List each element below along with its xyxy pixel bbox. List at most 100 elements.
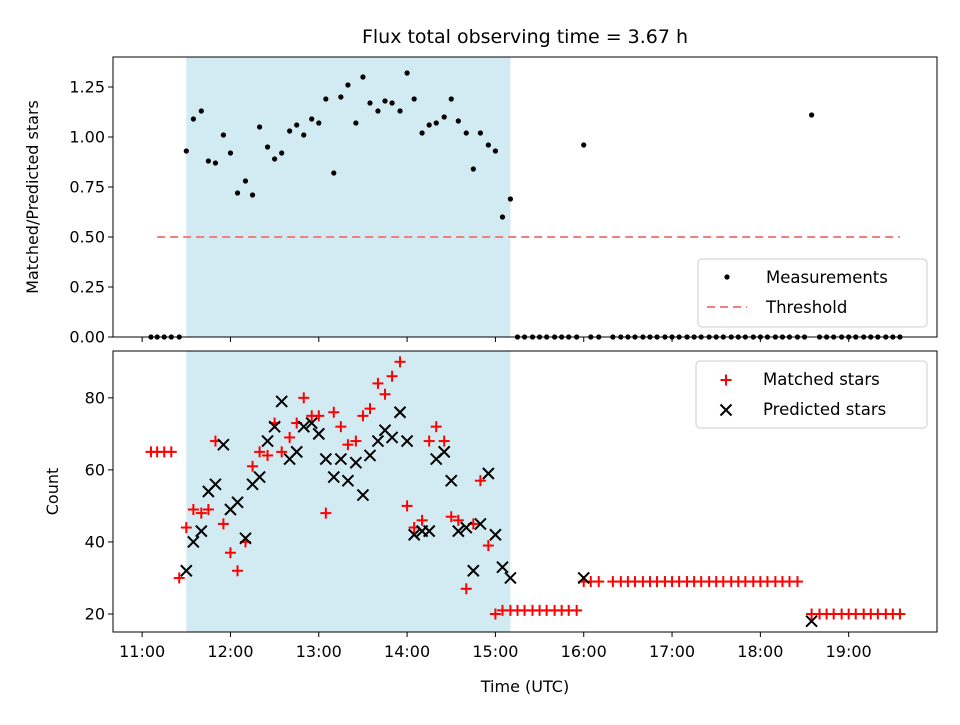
matched-star-point: [416, 514, 428, 526]
measurement-point: [287, 128, 293, 134]
predicted-star-point: [805, 614, 818, 628]
measurement-point: [375, 108, 381, 114]
predicted-star-point: [363, 449, 377, 462]
top-legend-box: [697, 258, 928, 328]
bot-y-tick-label: 40: [85, 532, 105, 551]
legend-matched-symbol: [720, 374, 732, 386]
predicted-star-point: [452, 524, 465, 538]
matched-star-point: [474, 475, 486, 487]
predicted-star-point: [422, 524, 436, 538]
matched-star-point: [452, 514, 464, 526]
matched-star-point: [335, 421, 347, 433]
measurement-point: [485, 142, 491, 148]
measurement-point: [220, 132, 226, 138]
matched-star-point: [350, 435, 362, 447]
matched-star-point: [894, 608, 906, 620]
bottom-x-axis-label: Time (UTC): [480, 677, 569, 696]
predicted-star-point: [312, 427, 325, 441]
predicted-star-point: [261, 434, 274, 448]
measurement-point: [360, 74, 366, 80]
legend-matched-label: Matched stars: [763, 370, 880, 389]
top-x-ticks: [141, 337, 850, 342]
measurement-point: [389, 100, 395, 106]
measurement-point: [404, 70, 410, 76]
measurement-point: [331, 170, 337, 176]
matched-star-point: [247, 460, 259, 472]
legend-predicted-marker: [719, 403, 733, 417]
matched-star-point: [328, 406, 340, 418]
matched-star-point: [320, 507, 332, 519]
matched-star-point: [593, 576, 605, 588]
matched-star-point: [217, 518, 229, 530]
x-tick-label: 12:00: [207, 642, 253, 661]
matched-star-point: [489, 608, 501, 620]
top-y-axis-label: Matched/Predicted stars: [23, 100, 42, 294]
top-y-ticks: 0.00 0.25 0.50 0.75 1.00 1.25: [69, 78, 113, 347]
predicted-star-point: [482, 467, 495, 480]
top-y-tick-label: 1.25: [69, 78, 105, 97]
top-y-tick-label: 1.00: [69, 128, 105, 147]
measurement-point: [507, 196, 514, 202]
bot-y-tick-label: 80: [85, 388, 105, 407]
predicted-star-point: [334, 452, 348, 466]
measurement-point: [234, 190, 241, 196]
predicted-star-point: [393, 406, 407, 419]
matched-star-point: [379, 388, 391, 400]
measurement-point: [433, 120, 439, 126]
measurement-point: [455, 118, 461, 124]
measurement-point: [477, 130, 483, 136]
measurement-point: [492, 148, 499, 154]
top-panel: 0.00 0.25 0.50 0.75 1.00 1.25 Flux total obse…: [23, 26, 938, 347]
x-tick-label: 15:00: [472, 642, 518, 661]
top-y-tick-label: 0.00: [69, 328, 105, 347]
predicted-star-point: [407, 528, 421, 541]
measurement-point: [463, 130, 469, 136]
measurement-point: [212, 160, 219, 166]
predicted-star-point: [474, 517, 487, 531]
predicted-star-point: [275, 395, 288, 408]
predicted-star-point: [231, 496, 244, 509]
predicted-star-point: [341, 474, 355, 487]
measurement-point: [183, 148, 189, 154]
predicted-star-point: [489, 528, 502, 541]
matched-star-point: [357, 410, 369, 422]
matched-star-point: [232, 565, 244, 577]
measurement-point: [264, 144, 271, 150]
measurement-point: [301, 132, 307, 138]
predicted-star-point: [504, 571, 517, 585]
matched-star-point: [445, 511, 457, 523]
x-tick-label: 16:00: [561, 642, 607, 661]
predicted-star-point: [217, 438, 230, 451]
bottom-legend: Matched stars Predicted stars: [695, 360, 928, 429]
measurement-point: [323, 96, 329, 102]
top-shaded-span: [186, 57, 511, 337]
top-y-tick-label: 0.25: [69, 278, 105, 297]
x-tick-label: 17:00: [649, 642, 695, 661]
predicted-star-point: [195, 524, 208, 538]
matched-star-point: [173, 572, 185, 584]
predicted-star-point: [253, 470, 266, 484]
measurement-point: [198, 108, 204, 114]
measurement-point: [470, 166, 476, 172]
predicted-star-point: [356, 488, 370, 502]
measurement-point: [367, 100, 373, 106]
predicted-star-point: [180, 564, 193, 577]
x-tick-label: 19:00: [826, 642, 872, 661]
legend-measurements-marker: [724, 274, 730, 280]
top-y-tick-label: 0.50: [69, 228, 105, 247]
measurement-point: [257, 124, 263, 130]
matched-star-point: [394, 356, 406, 368]
measurement-point: [441, 114, 447, 120]
predicted-star-point: [327, 470, 341, 484]
predicted-star-point: [319, 452, 333, 466]
measurement-point: [279, 150, 285, 156]
bottom-legend-box: [695, 360, 928, 429]
predicted-star-point: [371, 434, 385, 448]
measurement-point: [294, 122, 300, 128]
matched-star-point: [298, 392, 310, 404]
x-tick-label: 18:00: [737, 642, 783, 661]
bottom-y-axis-label: Count: [43, 468, 62, 516]
legend-threshold-label: Threshold: [765, 298, 847, 317]
